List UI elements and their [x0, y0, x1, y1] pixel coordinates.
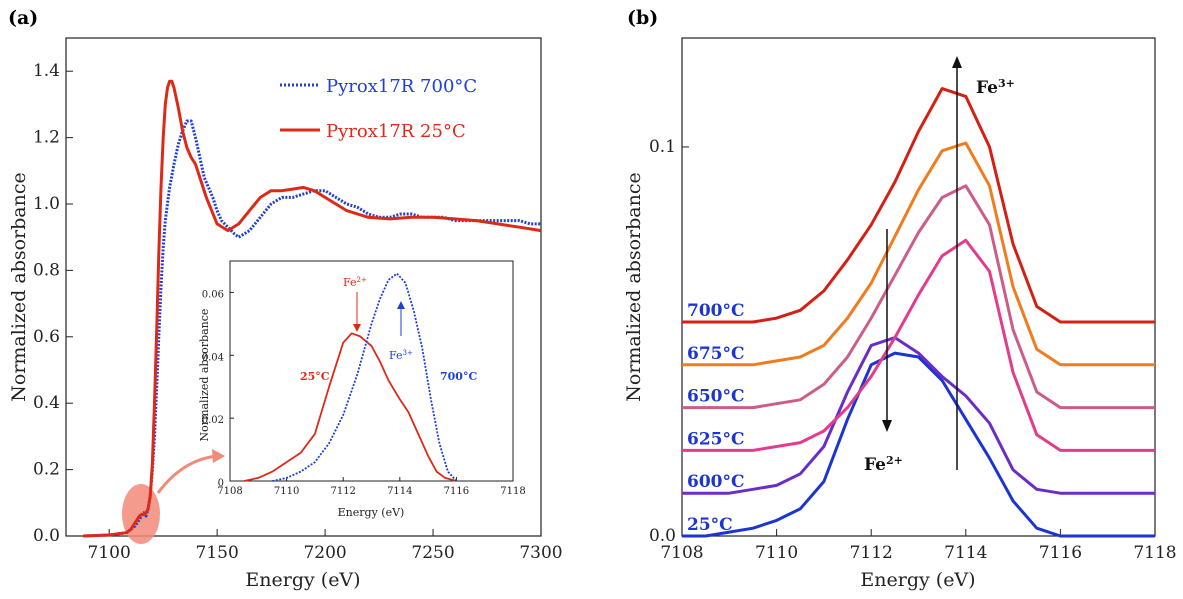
inset-x-axis-title: Energy (eV) — [338, 506, 405, 519]
chart-a: 0.0 0.2 0.4 0.6 0.8 1.0 1.2 1.4 7100 7150 7200 725… — [8, 37, 563, 591]
inset-x-tick-label: 7114 — [387, 486, 412, 497]
panel-b-label: (b) — [627, 7, 658, 29]
chart-a-y-tick-label: 0.2 — [33, 460, 60, 480]
chart-a-y-tick-label: 1.0 — [33, 194, 60, 214]
chart-b-series-25-c — [682, 351, 1155, 538]
fe2-annotation: Fe2+ — [864, 454, 903, 476]
chart-a-x-axis-title: Energy (eV) — [245, 569, 360, 591]
chart-a-x-tick-label: 7250 — [411, 543, 454, 563]
chart-b-series-600-c — [682, 336, 1155, 495]
chart-b-x-tick-label: 7118 — [1133, 543, 1176, 563]
inset-fe2-arrowhead — [353, 324, 361, 332]
chart-a-x-tick-label: 7300 — [519, 543, 562, 563]
inset-frame — [229, 260, 514, 482]
chart-a-y-tick-label: 0.0 — [33, 526, 60, 546]
inset-series — [244, 272, 458, 482]
chart-a-y-axis-title: Normalized absorbance — [8, 172, 30, 401]
chart-a-y-tick-label: 1.4 — [33, 61, 60, 81]
inset-y-tick-label: 0 — [218, 478, 224, 489]
chart-b: 0.0 0.1 7108 7110 7112 7114 7116 7118 Energy (… — [623, 37, 1177, 591]
chart-b-x-tick-label: 7110 — [755, 543, 798, 563]
chart-b-series-650-c — [682, 184, 1155, 410]
chart-a-y-tick-label: 1.2 — [33, 128, 60, 148]
chart-b-x-tick-label: 7108 — [660, 543, 703, 563]
inset-chart: 0 0.02 0.04 0.06 7108 7110 7112 7114 7116 7118 E… — [198, 260, 526, 519]
chart-a-x-tick-label: 7150 — [196, 543, 239, 563]
inset-fe3-arrowhead — [397, 301, 405, 309]
chart-b-x-ticks: 7108 7110 7112 7114 7116 7118 — [660, 529, 1177, 563]
inset-x-tick-label: 7116 — [444, 486, 469, 497]
chart-b-y-ticks: 0.0 0.1 — [649, 137, 689, 546]
chart-b-series-label-650-c: 650°C — [687, 387, 745, 407]
chart-b-x-tick-label: 7112 — [850, 543, 893, 563]
inset-y-tick-label: 0.04 — [202, 352, 224, 363]
chart-b-series-625-c — [682, 238, 1155, 452]
chart-b-series-675-c — [682, 141, 1155, 367]
chart-a-y-tick-label: 0.4 — [33, 393, 60, 413]
chart-a-frame — [65, 37, 542, 537]
chart-b-series-700-c — [682, 87, 1155, 324]
chart-b-series-labels: 25°C 600°C 625°C 650°C 675°C 700°C — [687, 301, 745, 535]
inset-y-tick-label: 0.06 — [202, 289, 224, 300]
highlight-callout-arrowhead — [212, 449, 225, 463]
inset-x-tick-label: 7118 — [500, 486, 525, 497]
inset-fe3-annotation: Fe3+ — [389, 349, 413, 362]
fe2-arrowhead — [882, 420, 892, 432]
inset-y-tick-label: 0.02 — [202, 415, 224, 426]
chart-a-y-tick-label: 0.8 — [33, 260, 60, 280]
chart-b-series — [682, 87, 1155, 538]
chart-b-x-axis-title: Energy (eV) — [860, 569, 975, 591]
chart-b-series-label-25-c: 25°C — [687, 515, 733, 535]
inset-x-tick-label: 7112 — [330, 486, 355, 497]
inset-series-700-c — [272, 272, 458, 482]
legend-label-25: Pyrox17R 25°C — [326, 121, 466, 142]
chart-a-y-ticks: 0.0 0.2 0.4 0.6 0.8 1.0 1.2 1.4 — [33, 61, 73, 546]
fe3-annotation: Fe3+ — [976, 77, 1015, 99]
fe3-arrowhead — [952, 56, 962, 68]
chart-b-y-axis-title: Normalized absorbance — [623, 172, 645, 401]
inset-fe2-annotation: Fe2+ — [343, 276, 367, 289]
chart-a-series-pyrox17r-25-c — [83, 79, 542, 538]
highlight-callout-arrow — [156, 454, 219, 494]
chart-a-legend: Pyrox17R 700°C Pyrox17R 25°C — [280, 76, 477, 142]
inset-y-axis-title: Normalized absorbance — [198, 309, 211, 442]
chart-a-series — [83, 79, 542, 538]
chart-b-y-tick-label: 0.0 — [649, 526, 676, 546]
inset-label-700: 700°C — [440, 370, 477, 383]
chart-a-x-tick-label: 7100 — [88, 543, 131, 563]
chart-a-x-ticks: 7100 7150 7200 7250 7300 — [88, 529, 563, 563]
chart-b-x-tick-label: 7116 — [1039, 543, 1082, 563]
chart-a-x-tick-label: 7200 — [303, 543, 346, 563]
chart-a-y-tick-label: 0.6 — [33, 327, 60, 347]
panel-a-label: (a) — [8, 7, 38, 29]
chart-b-series-label-700-c: 700°C — [687, 301, 745, 321]
legend-label-700: Pyrox17R 700°C — [326, 76, 477, 97]
chart-b-x-tick-label: 7114 — [944, 543, 987, 563]
inset-label-25: 25°C — [300, 370, 330, 383]
inset-x-tick-label: 7108 — [217, 486, 242, 497]
inset-x-tick-label: 7110 — [274, 486, 299, 497]
inset-y-ticks: 0 0.02 0.04 0.06 — [202, 289, 234, 489]
chart-b-y-tick-label: 0.1 — [649, 137, 676, 157]
chart-b-series-label-675-c: 675°C — [687, 344, 745, 364]
chart-b-series-label-625-c: 625°C — [687, 429, 745, 449]
chart-b-frame — [681, 37, 1156, 537]
chart-b-series-label-600-c: 600°C — [687, 472, 745, 492]
